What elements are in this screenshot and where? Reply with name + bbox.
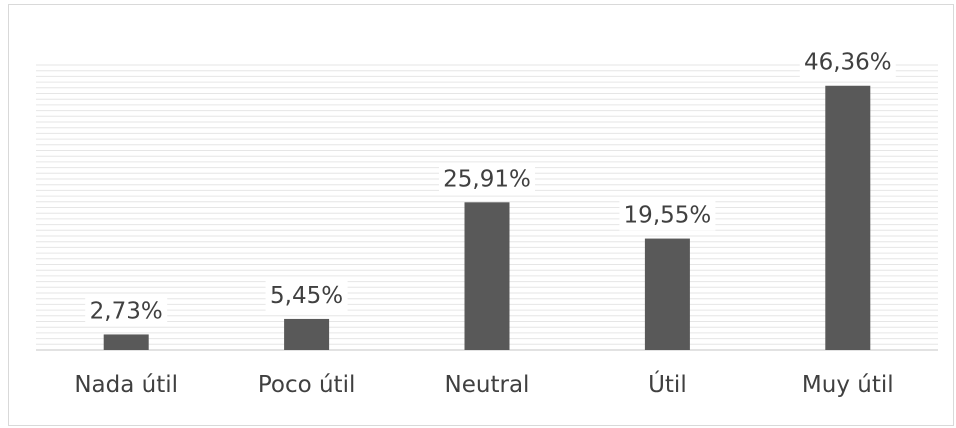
x-axis-tick-labels: Nada útil Poco útil Neutral Útil Muy útil	[74, 370, 893, 398]
data-labels: 2,73% 5,45% 25,91% 19,55% 46,36%	[85, 47, 896, 327]
data-label-background	[439, 164, 535, 195]
bar	[644, 238, 690, 350]
bar	[103, 334, 149, 350]
x-tick-label: Neutral	[445, 372, 530, 398]
bar	[825, 85, 871, 351]
data-label-background	[799, 47, 896, 78]
x-tick-label: Nada útil	[74, 372, 178, 398]
data-label: 2,73%	[90, 298, 163, 324]
x-tick-label: Muy útil	[802, 372, 894, 398]
data-label: 25,91%	[443, 166, 531, 192]
data-label-background	[85, 296, 168, 327]
data-label: 19,55%	[624, 203, 712, 229]
data-label: 5,45%	[270, 283, 343, 309]
bar	[464, 202, 510, 350]
bar	[284, 318, 330, 350]
bars	[103, 85, 871, 351]
x-tick-label: Útil	[648, 370, 687, 398]
data-label-background	[619, 200, 716, 231]
data-label-background	[265, 280, 348, 311]
x-tick-label: Poco útil	[258, 372, 356, 398]
data-label: 46,36%	[804, 50, 892, 76]
